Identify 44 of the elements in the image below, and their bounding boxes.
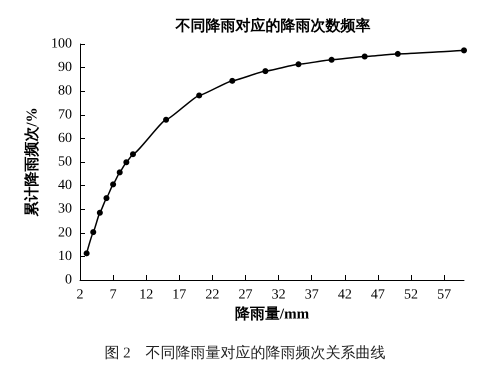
point [84, 250, 90, 256]
point [130, 151, 136, 158]
x-tick-label: 27 [238, 288, 253, 302]
y-axis-title: 累计降雨频次/% [24, 107, 41, 218]
x-tick-label: 32 [272, 288, 286, 302]
caption: 图 2 不同降雨量对应的降雨频次关系曲线 [104, 344, 386, 362]
x-tick-label: 57 [437, 288, 452, 302]
point [295, 61, 302, 68]
y-tick-label: 70 [58, 107, 72, 122]
y-tick-label: 50 [58, 154, 72, 170]
y-tick-label: 100 [51, 36, 72, 52]
x-tick-label: 22 [205, 288, 220, 302]
point [103, 195, 110, 202]
x-tick-label: 37 [304, 288, 319, 302]
point [262, 68, 268, 74]
x-tick-label: 42 [338, 288, 352, 302]
x-tick-label: 47 [370, 288, 385, 302]
point [90, 229, 96, 236]
chart-title: 不同降雨对应的降雨次数频率 [174, 16, 370, 34]
y-tick-label: 40 [58, 178, 72, 194]
point [362, 54, 368, 60]
point [116, 169, 123, 176]
x-tick-label: 2 [76, 288, 84, 302]
x-tick-label: 52 [404, 288, 418, 302]
y-tick-label: 0 [65, 272, 72, 288]
y-tick-label: 30 [58, 202, 72, 217]
x-axis-title: 降雨量/mm [234, 305, 310, 322]
x-tick-label: 7 [110, 288, 117, 302]
point [163, 116, 170, 123]
x-tick-label: 12 [139, 288, 154, 302]
point [328, 56, 335, 63]
point [229, 78, 236, 84]
y-tick-label: 10 [58, 248, 72, 264]
y-tick-label: 20 [58, 225, 72, 240]
y-tick-label: 80 [58, 84, 72, 99]
point [96, 210, 103, 216]
point [123, 159, 130, 166]
x-tick-label: 17 [172, 288, 186, 302]
point [196, 92, 202, 98]
y-tick-label: 90 [58, 60, 72, 76]
point [110, 181, 116, 188]
point [394, 50, 401, 57]
point [461, 47, 467, 54]
y-tick-label: 60 [58, 130, 72, 146]
